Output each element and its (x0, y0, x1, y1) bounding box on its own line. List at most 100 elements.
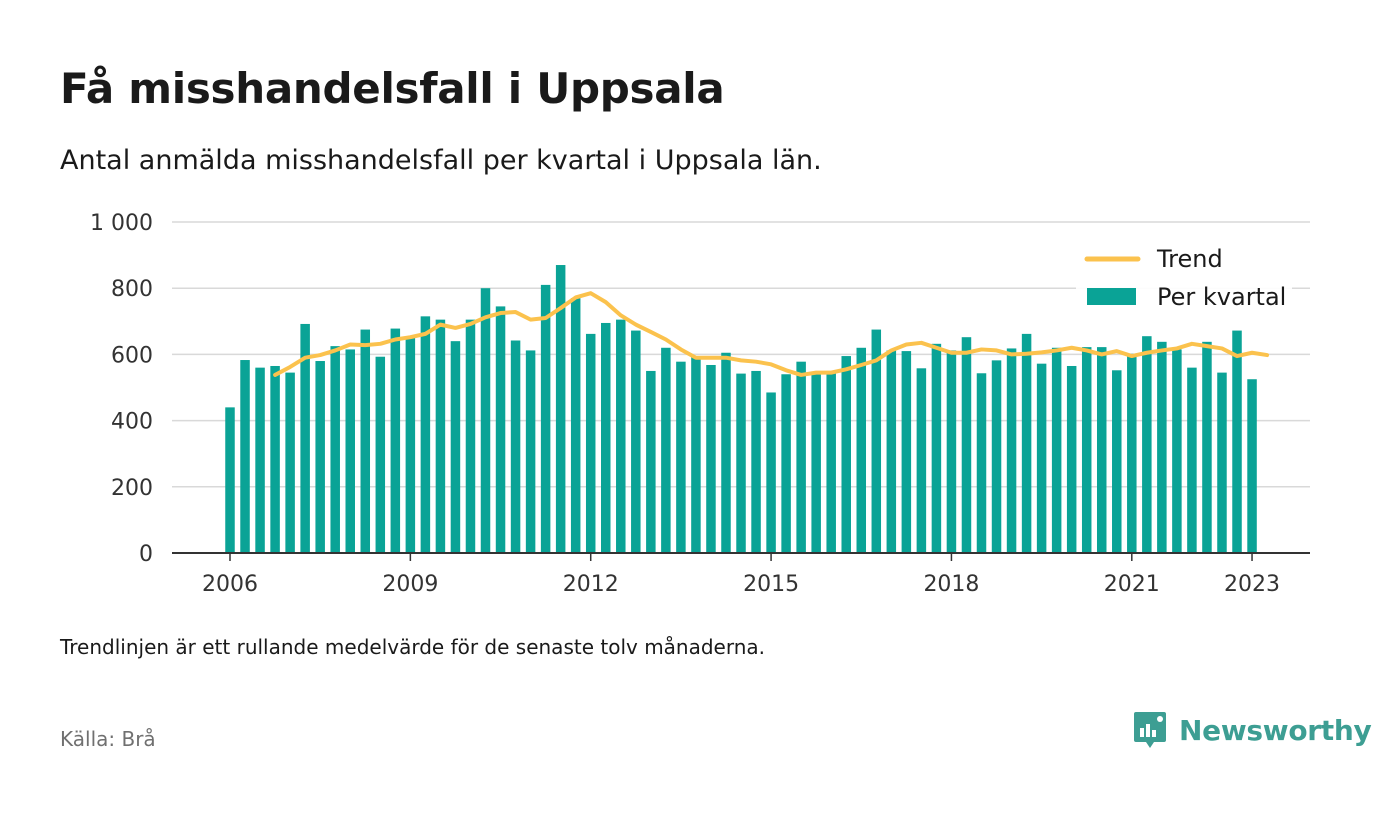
bar (646, 370, 656, 553)
x-axis (172, 552, 1310, 561)
bar (1187, 367, 1197, 553)
source-label: Källa: Brå (60, 727, 156, 751)
bar (1157, 341, 1167, 553)
bar (1066, 365, 1077, 553)
bar (751, 370, 761, 553)
bar (450, 341, 461, 553)
bar (315, 361, 325, 553)
x-axis-labels: 2006 2009 2012 2015 2018 2021 2023 (202, 572, 1280, 597)
bar (766, 392, 776, 553)
brand-logo: Newsworthy (1133, 710, 1372, 750)
bar (631, 330, 641, 553)
bar (495, 306, 506, 553)
bar (676, 361, 686, 553)
legend-label-trend: Trend (1156, 245, 1223, 273)
bar (390, 328, 401, 553)
y-tick-label: 800 (111, 277, 153, 302)
bar (931, 343, 942, 553)
bar (1142, 336, 1152, 553)
x-tick-label: 2023 (1224, 572, 1280, 597)
bar (691, 356, 701, 553)
x-tick-label: 2009 (382, 572, 438, 597)
bar (841, 356, 851, 553)
chart-title: Få misshandelsfall i Uppsala (60, 64, 725, 113)
brand-name: Newsworthy (1179, 713, 1372, 747)
bar (480, 288, 491, 553)
bar (946, 350, 957, 553)
bar (435, 319, 446, 553)
legend-swatch-per-kvartal (1087, 288, 1136, 305)
bar (360, 329, 371, 553)
x-tick-label: 2012 (563, 572, 619, 597)
bar (991, 360, 1002, 553)
bar (420, 316, 431, 553)
chart-subtitle: Antal anmälda misshandelsfall per kvarta… (60, 145, 822, 176)
bar (570, 298, 581, 553)
bar (961, 337, 972, 553)
bar (1036, 363, 1047, 553)
bar (796, 361, 806, 553)
bar (525, 350, 536, 553)
bar (661, 347, 671, 553)
bar (976, 373, 987, 553)
legend-label-per-kvartal: Per kvartal (1157, 283, 1286, 311)
footnote: Trendlinjen är ett rullande medelvärde f… (60, 635, 766, 659)
y-tick-label: 400 (111, 410, 153, 435)
trend-line (273, 291, 1270, 377)
bar (1232, 330, 1242, 553)
y-tick-label: 200 (111, 476, 153, 501)
bar (1051, 347, 1062, 553)
bar (1217, 372, 1227, 553)
y-axis-labels: 0 200 400 600 800 1 000 (90, 211, 153, 567)
bar (255, 367, 265, 553)
bar (1172, 349, 1182, 553)
bar (1006, 348, 1017, 553)
bar (781, 374, 791, 553)
bars-per-kvartal (225, 265, 1257, 554)
bar (721, 352, 731, 553)
legend-background (1076, 240, 1292, 322)
bar (240, 360, 250, 553)
bar (706, 364, 716, 553)
bar (886, 350, 897, 553)
bar (270, 365, 280, 553)
bar (1112, 370, 1122, 553)
bar (1127, 353, 1137, 553)
bar (1202, 341, 1212, 553)
trend-series (273, 291, 1270, 377)
x-tick-label: 2021 (1104, 572, 1160, 597)
newsworthy-logo-icon (1134, 712, 1166, 748)
bar (1247, 379, 1257, 553)
bar (345, 349, 355, 553)
bar (375, 356, 386, 553)
bar (901, 351, 912, 553)
bar (601, 322, 611, 553)
x-tick-label: 2018 (923, 572, 979, 597)
bar (300, 323, 310, 553)
bar (585, 333, 596, 553)
y-tick-label: 600 (111, 343, 153, 368)
bar (1096, 347, 1107, 553)
bar (736, 373, 746, 553)
y-tick-label: 1 000 (90, 211, 153, 236)
bar (916, 368, 927, 553)
bar (826, 370, 836, 553)
bar (871, 329, 882, 553)
bar (285, 372, 295, 553)
bar (540, 284, 551, 553)
x-tick-label: 2006 (202, 572, 258, 597)
bar (856, 347, 867, 553)
y-tick-label: 0 (139, 542, 153, 567)
bar (811, 372, 821, 553)
bar (330, 346, 340, 554)
bar (616, 319, 626, 553)
x-tick-label: 2015 (743, 572, 799, 597)
bar (405, 337, 416, 553)
bar (225, 407, 235, 553)
bar (1081, 347, 1092, 553)
bar (1021, 333, 1032, 553)
bar (555, 265, 566, 553)
bar (510, 340, 521, 553)
legend: Trend Per kvartal (1076, 240, 1292, 322)
